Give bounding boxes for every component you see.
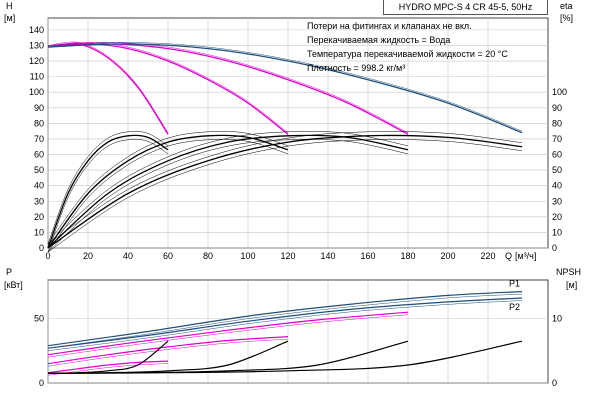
p-tick-label: 50 — [34, 314, 44, 324]
power-curve — [47, 291, 523, 347]
npsh-tick-label: 0 — [552, 378, 557, 388]
chart-title: HYDRO MPC-S 4 CR 45-5, 50Hz — [383, 0, 548, 15]
x-tick-label: 200 — [440, 251, 455, 261]
efficiency-curve-band — [47, 131, 409, 245]
y-right-tick-label: 40 — [552, 181, 562, 191]
y-left-tick-label: 100 — [29, 87, 44, 97]
y-left-tick-label: 110 — [30, 72, 44, 82]
power-curve-band — [47, 300, 523, 351]
npsh-tick-label: 10 — [552, 314, 562, 324]
head-curve — [47, 42, 169, 135]
efficiency-curve-band — [47, 131, 289, 245]
x-tick-label: 100 — [240, 251, 255, 261]
note-line: Потери на фитингах и клапанах не вкл. — [307, 21, 472, 31]
y-left-tick-label: 60 — [34, 150, 44, 160]
y-left-tick-label: 30 — [34, 196, 44, 206]
x-tick-label: 180 — [400, 251, 415, 261]
y-left-tick-label: 0 — [39, 243, 44, 253]
efficiency-curve-band — [47, 131, 169, 245]
y-right-tick-label: 0 — [552, 243, 557, 253]
y-right-axis-unit: [%] — [560, 13, 573, 23]
x-tick-label: 40 — [123, 251, 133, 261]
y-left-tick-label: 10 — [34, 227, 44, 237]
efficiency-curve-band — [47, 139, 523, 253]
y-left-tick-label: 40 — [34, 181, 44, 191]
y-left-tick-label: 50 — [34, 165, 44, 175]
npsh-curve — [47, 340, 523, 374]
x-tick-label: 220 — [480, 251, 495, 261]
head-curve-band — [47, 41, 169, 133]
y-left-tick-label: 140 — [29, 25, 44, 35]
x-tick-label: 80 — [203, 251, 213, 261]
y-right-tick-label: 30 — [552, 196, 562, 206]
efficiency-curve-band — [47, 131, 523, 245]
head-curve-band — [47, 42, 409, 134]
power-curve — [47, 360, 169, 374]
series-label: P1 — [509, 279, 520, 289]
efficiency-curve — [47, 134, 409, 249]
y-left-tick-label: 90 — [34, 103, 44, 113]
efficiency-curve — [47, 134, 523, 249]
y-left-tick-label: 20 — [34, 212, 44, 222]
efficiency-curve — [47, 134, 289, 249]
head-curve-band — [47, 42, 523, 132]
x-tick-label: 20 — [83, 251, 93, 261]
y-left-tick-label: 130 — [29, 40, 44, 50]
y-right-tick-label: 100 — [552, 87, 567, 97]
y-left-tick-label: 120 — [29, 56, 44, 66]
power-curve-band — [47, 338, 289, 367]
x-tick-label: 0 — [45, 251, 50, 261]
note-line: Перекачиваемая жидкость = Вода — [307, 35, 451, 45]
power-curve — [47, 336, 289, 365]
y-right-tick-label: 60 — [552, 150, 562, 160]
efficiency-curve-band — [47, 139, 289, 253]
y-left-axis-unit: [м] — [4, 13, 15, 23]
y-right-axis-label: eta — [560, 1, 573, 11]
note-line: Плотность = 998.2 кг/м³ — [307, 63, 406, 73]
y-left-tick-label: 80 — [34, 118, 44, 128]
efficiency-curve-band — [47, 139, 169, 253]
power-curve — [47, 311, 409, 356]
x-axis-label: Q — [505, 251, 512, 261]
y-right-tick-label: 10 — [552, 227, 562, 237]
x-axis-unit: [м³/ч] — [515, 251, 536, 261]
x-tick-label: 120 — [280, 251, 295, 261]
p-tick-label: 0 — [39, 378, 44, 388]
chart-notes: Потери на фитингах и клапанах не вкл. Пе… — [307, 19, 508, 75]
p-axis-unit: [кВт] — [4, 280, 23, 290]
x-tick-label: 160 — [360, 251, 375, 261]
efficiency-curve — [47, 134, 169, 249]
note-line: Температура перекачиваемой жидкости = 20… — [307, 49, 508, 59]
power-curve-band — [47, 293, 523, 349]
npsh-axis-unit: [м] — [566, 280, 577, 290]
head-curve-band — [47, 42, 289, 133]
efficiency-curve-band — [47, 139, 409, 253]
head-curve — [47, 43, 523, 134]
npsh-axis-label: NPSH — [556, 267, 581, 277]
y-right-tick-label: 70 — [552, 134, 562, 144]
y-left-tick-label: 70 — [34, 134, 44, 144]
power-curve-band — [47, 314, 409, 358]
p-axis-label: P — [6, 267, 12, 277]
x-tick-label: 140 — [320, 251, 335, 261]
y-right-tick-label: 20 — [552, 212, 562, 222]
x-tick-label: 60 — [163, 251, 173, 261]
series-label: P2 — [509, 302, 520, 312]
y-right-tick-label: 90 — [552, 103, 562, 113]
power-curve — [47, 297, 523, 349]
y-right-tick-label: 80 — [552, 118, 562, 128]
y-left-axis-label: H — [6, 1, 13, 11]
y-right-tick-label: 50 — [552, 165, 562, 175]
